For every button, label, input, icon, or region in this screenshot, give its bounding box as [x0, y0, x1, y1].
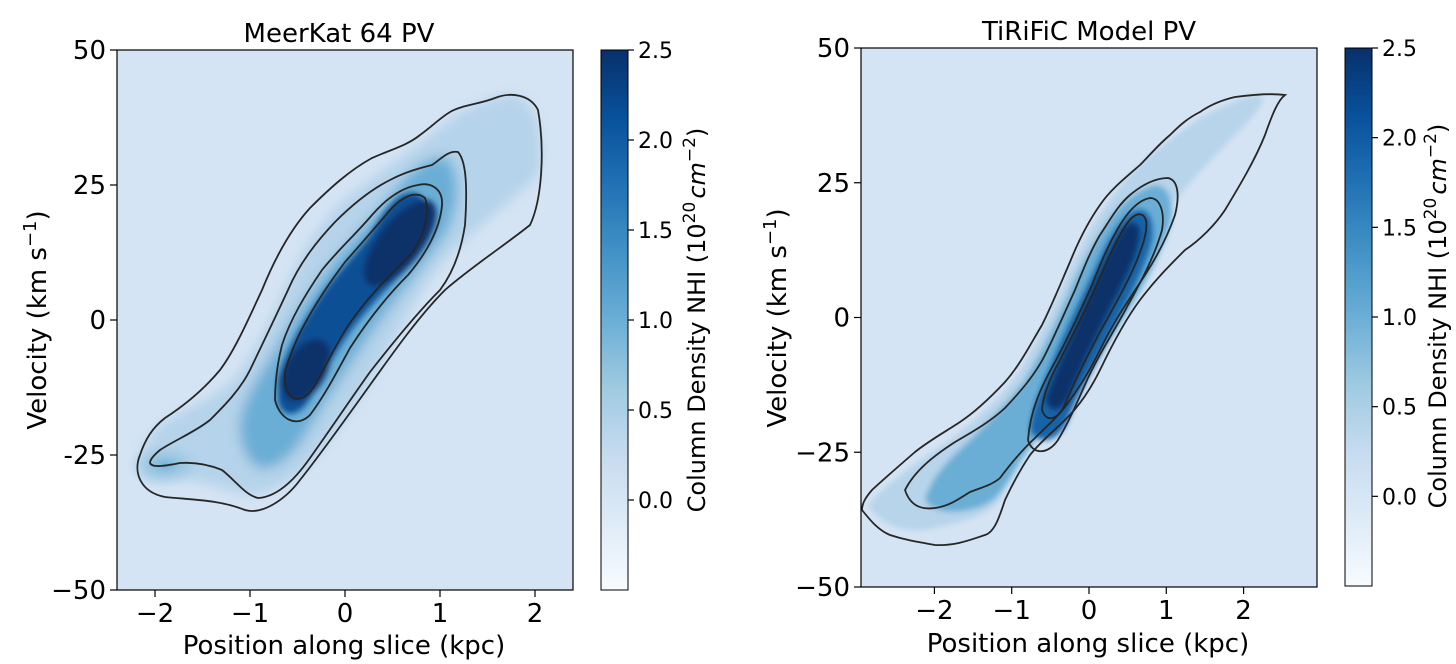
panel2-colorbar-label: Column Density NHI (1020 cm−2): [1421, 124, 1452, 509]
panel1-emission-core: [278, 192, 437, 414]
x-tick-label: −1: [231, 599, 269, 629]
panel2-plot-area: [861, 48, 1317, 587]
panel1-colorbar: [600, 49, 629, 591]
colorbar-tick-label: 1.5: [1382, 216, 1417, 241]
panel2-y-label-sup: −1: [760, 219, 781, 246]
colorbar-tick-label: 0.5: [638, 399, 673, 424]
panel2-emission-core-peak: [1045, 222, 1140, 411]
colorbar-tick-label: 2.5: [638, 39, 673, 64]
x-tick-label: 1: [432, 599, 449, 629]
colorbar-tick-label: 0.0: [638, 489, 673, 514]
panel2-y-label-close: ): [763, 208, 793, 218]
colorbar-tick-label: 2.0: [638, 129, 673, 154]
y-tick-label: 0: [89, 306, 106, 336]
contour-level-0.5: [136, 94, 543, 512]
x-tick-label: −2: [136, 599, 174, 629]
x-tick-label: 1: [1158, 596, 1175, 626]
colorbar-tick-label: 0.5: [1382, 396, 1417, 421]
y-tick-label: -25: [64, 441, 106, 471]
panel2-y-label: Velocity (km s−1): [760, 208, 793, 427]
panel1-contours: [136, 94, 543, 512]
colorbar-tick-label: 1.5: [638, 219, 673, 244]
colorbar-tick-label: 2.0: [1382, 127, 1417, 152]
panel2-contours: [861, 93, 1288, 546]
x-tick-label: 0: [337, 599, 354, 629]
panel2-colorbar: [1344, 47, 1373, 587]
panel1-y-axis: 50 25 0 -25 −50: [51, 36, 117, 606]
panel1-colorbar-label: Column Density NHI (1020 cm−2): [680, 128, 711, 513]
colorbar-tick-label: 2.5: [1382, 37, 1417, 62]
y-tick-label: 25: [817, 169, 850, 199]
contour-level-2.0: [1041, 213, 1148, 420]
panel1-y-label-text: Velocity (km s: [23, 247, 53, 430]
y-tick-label: −25: [795, 438, 850, 468]
panel1-cb-label-unit-sup: −2: [680, 137, 700, 162]
x-tick-label: −1: [993, 596, 1031, 626]
panel1-cb-label-text: Column Density NHI (10: [683, 223, 711, 512]
x-tick-label: 0: [1081, 596, 1098, 626]
panel1-y-label-sup: −1: [20, 221, 41, 248]
panel1-y-label: Velocity (km s−1): [20, 210, 53, 429]
y-tick-label: −50: [51, 576, 106, 606]
panel1-plot-area: [117, 50, 573, 590]
colorbar-tick-label: 1.0: [1382, 306, 1417, 331]
panel2-cb-label-unit-sup: −2: [1421, 133, 1441, 158]
panel2-colorbar-ticks: 2.5 2.0 1.5 1.0 0.5 0.0: [1372, 37, 1417, 510]
panel-meerkat: MeerKat 64 PV −2 −1 0 1 2 50 2: [20, 19, 711, 661]
panel1-x-axis: −2 −1 0 1 2: [136, 590, 543, 629]
contour-level-2.0: [284, 193, 428, 400]
panel2-y-label-text: Velocity (km s: [763, 245, 793, 428]
panel2-y-axis: 50 25 0 −25 −50: [795, 34, 861, 603]
panel-tirific: TiRiFiC Model PV −2 −1 0 1 2 50 25 0 −25 −50 Pos…: [760, 17, 1452, 659]
panel2-x-label: Position along slice (kpc): [927, 629, 1250, 659]
contour-level-0.5: [861, 93, 1288, 546]
panel1-peak-south: [281, 338, 331, 402]
y-tick-label: 50: [73, 36, 106, 66]
panel1-cb-label-unit: cm: [683, 162, 711, 199]
panel1-peak-north: [363, 199, 437, 287]
y-tick-label: 50: [817, 34, 850, 64]
x-tick-label: −2: [915, 596, 953, 626]
contour-level-1.5: [274, 183, 443, 423]
y-tick-label: 25: [73, 171, 106, 201]
panel2-cb-label-sup: 20: [1421, 198, 1441, 220]
y-tick-label: 0: [833, 304, 850, 334]
panel2-cb-label-text: Column Density NHI (10: [1424, 219, 1452, 508]
contour-level-1.0: [904, 177, 1179, 510]
contour-level-1.5: [1027, 197, 1164, 453]
x-tick-label: 2: [1235, 596, 1252, 626]
contour-level-1.0: [149, 150, 468, 499]
panel2-cb-label-unit: cm: [1424, 158, 1452, 195]
panel1-cb-label-sup: 20: [680, 202, 700, 224]
panel2-title: TiRiFiC Model PV: [981, 17, 1196, 47]
panel1-title: MeerKat 64 PV: [244, 19, 435, 49]
panel1-colorbar-ticks: 2.5 2.0 1.5 1.0 0.5 0.0: [628, 39, 673, 514]
panel2-x-axis: −2 −1 0 1 2: [915, 587, 1252, 626]
panel1-x-label: Position along slice (kpc): [183, 631, 506, 661]
panel2-cb-label-close: ): [1424, 124, 1452, 133]
panel2-emission-core: [1030, 209, 1153, 441]
colorbar-tick-label: 1.0: [638, 309, 673, 334]
panel1-cb-label-close: ): [683, 128, 711, 137]
colorbar-tick-label: 0.0: [1382, 485, 1417, 510]
panel1-y-label-close: ): [23, 210, 53, 220]
y-tick-label: −50: [795, 573, 850, 603]
x-tick-label: 2: [527, 599, 544, 629]
